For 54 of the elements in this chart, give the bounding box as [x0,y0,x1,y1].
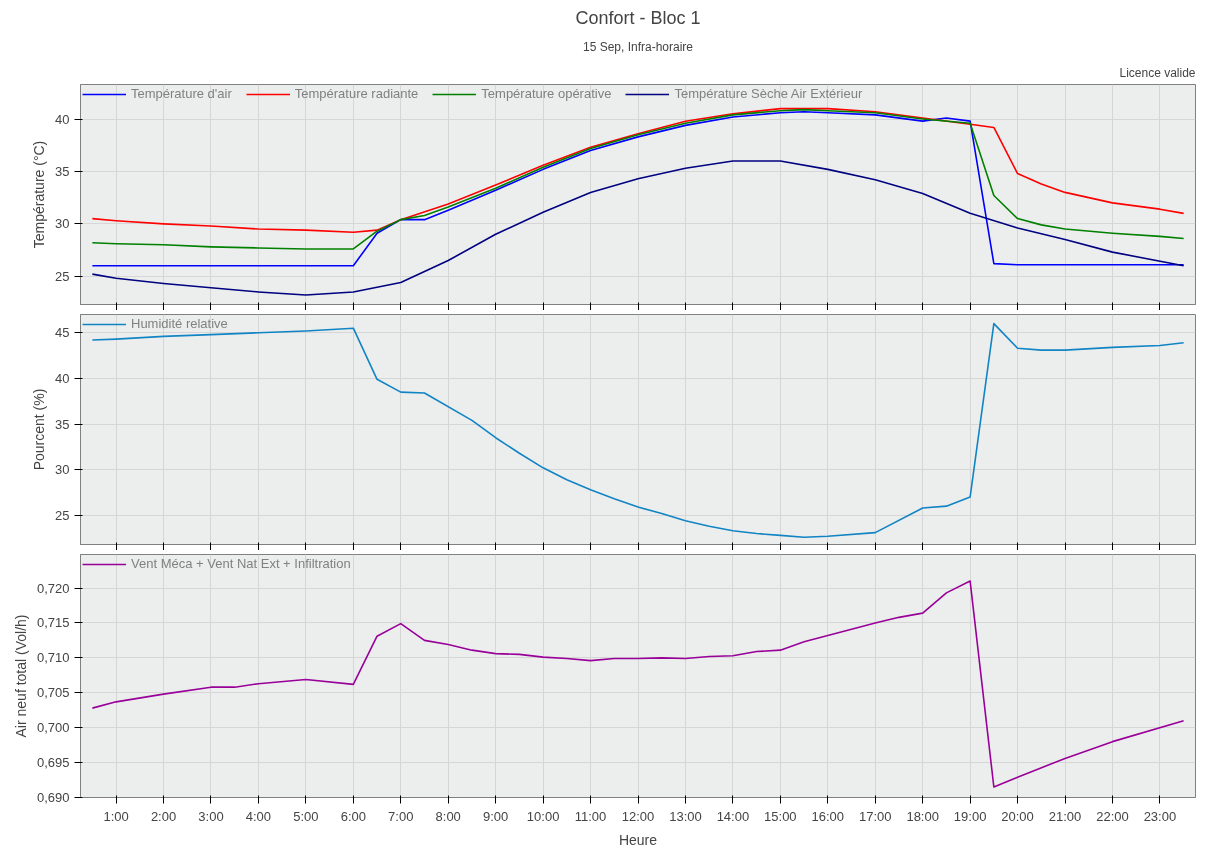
y-tick-label: 0,695 [36,755,70,771]
x-tick-label: 23:00 [1143,808,1177,824]
x-tick-label: 3:00 [198,808,224,824]
y-tick-label: 0,705 [36,685,70,701]
legend-label: Température radiante [294,86,419,101]
x-tick-label: 18:00 [906,808,939,824]
x-tick-label: 2:00 [150,808,177,824]
line-series [91,580,1185,788]
y-tick-label: 40 [55,111,70,127]
y-tick-label: 30 [55,462,70,478]
y-tick-label: 45 [55,325,70,341]
x-tick-label: 13:00 [669,808,702,824]
x-tick-label: 21:00 [1048,808,1082,824]
x-tick-label: 1:00 [103,808,129,824]
legend-label: Température d'air [131,86,232,101]
x-tick-label: 12:00 [621,808,655,824]
line-series [91,160,1185,296]
x-tick-label: 4:00 [245,808,272,824]
y-tick-label: 35 [55,416,70,432]
x-tick-label: 16:00 [811,808,845,824]
x-tick-label: 6:00 [340,808,366,824]
x-tick-label: 5:00 [293,808,319,824]
x-tick-label: 10:00 [526,808,560,824]
y-tick-label: 0,720 [36,580,70,596]
y-tick-label: 40 [55,370,70,386]
y-tick-label: 25 [55,507,70,523]
chart-title: Confort - Bloc 1 [575,7,701,28]
text: Licence valide [1119,65,1196,80]
y-tick-label: 0,690 [36,790,70,805]
y-tick-label: 30 [55,216,70,232]
x-tick-label: 20:00 [1001,808,1034,824]
x-axis-title: Heure [618,831,658,848]
x-tick-label: 14:00 [716,808,750,824]
legend-label: Température Sèche Air Extérieur [674,86,863,101]
y-tick-label: 0,715 [36,615,70,631]
x-tick-label: 8:00 [435,808,461,824]
x-tick-label: 19:00 [953,808,987,824]
y-tick-label: 35 [55,163,70,179]
x-tick-label: 11:00 [574,808,607,824]
y-axis-title: Air neuf total (Vol/h) [12,614,29,738]
y-tick-label: 25 [55,268,70,284]
chart-subtitle: 15 Sep, Infra-horaire [582,39,694,54]
legend-label: Température opérative [481,86,612,101]
y-tick-label: 0,700 [36,720,70,736]
legend-label: Vent Méca + Vent Nat Ext + Infiltration [131,556,351,571]
x-tick-label: 15:00 [764,808,797,824]
legend-label: Humidité relative [131,316,228,331]
x-tick-label: 17:00 [858,808,892,824]
x-tick-label: 22:00 [1096,808,1129,824]
y-tick-label: 0,710 [36,650,70,666]
y-axis-title: Température (°C) [31,140,48,249]
x-tick-label: 7:00 [388,808,414,824]
x-tick-label: 9:00 [483,808,509,824]
y-axis-title: Pourcent (%) [31,388,48,471]
